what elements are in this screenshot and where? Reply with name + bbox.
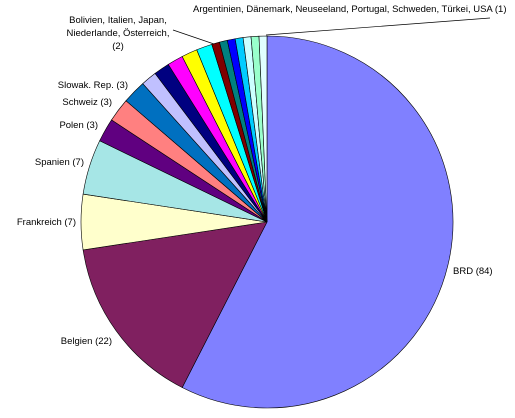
slice-label: Bolivien, Italien, Japan, Niederlande, Ö… [66,15,170,52]
slice-label: Schweiz (3) [62,97,112,108]
pie-slice [258,35,268,223]
slice-label: Argentinien, Dänemark, Neuseeland, Portu… [193,4,507,15]
slice-label: Polen (3) [59,120,98,131]
pie-slice [181,35,454,409]
leader-line [172,29,215,45]
leader-line [265,17,491,36]
slice-label: Belgien (22) [60,336,112,347]
slice-label: Frankreich (7) [16,217,76,228]
slice-label: Slowak. Rep. (3) [57,80,128,91]
slice-label: BRD (84) [453,266,493,277]
slice-label: Spanien (7) [34,157,84,168]
pie-slice [82,221,268,388]
